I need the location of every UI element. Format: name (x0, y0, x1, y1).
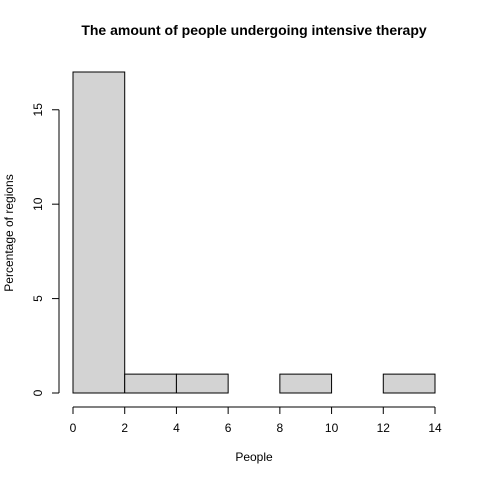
histogram-bar (279, 373, 333, 394)
y-axis: 0 5 10 15 (31, 103, 60, 396)
histogram-bar (175, 373, 229, 394)
bars-group (72, 71, 436, 394)
x-tick-label: 14 (428, 421, 442, 435)
x-tick-label: 4 (173, 421, 180, 435)
x-tick-label: 0 (70, 421, 77, 435)
histogram-bar (382, 373, 436, 394)
x-tick-label: 12 (377, 421, 391, 435)
x-tick-label: 2 (121, 421, 128, 435)
y-tick-label: 15 (31, 103, 45, 117)
y-tick-label: 0 (31, 389, 45, 396)
x-tick-label: 6 (225, 421, 232, 435)
y-tick-label: 5 (31, 295, 45, 302)
histogram-bar (72, 71, 126, 394)
x-axis-label: People (235, 450, 273, 464)
x-axis: 0 2 4 6 8 10 12 14 (70, 406, 442, 435)
chart-title: The amount of people undergoing intensiv… (81, 22, 427, 38)
x-tick-label: 10 (325, 421, 339, 435)
histogram-bar (124, 373, 177, 394)
y-axis-label: Percentage of regions (2, 174, 16, 291)
x-tick-label: 8 (277, 421, 284, 435)
y-tick-label: 10 (31, 197, 45, 211)
